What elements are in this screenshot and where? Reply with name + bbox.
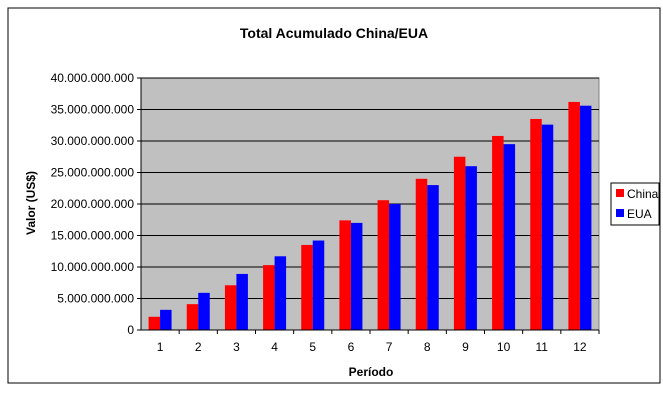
y-tick-label: 20.000.000.000	[51, 197, 135, 211]
bar-eua-12	[579, 105, 592, 330]
legend-label-china: China	[627, 187, 659, 201]
y-tick-label: 40.000.000.000	[51, 71, 135, 85]
bar-eua-2	[198, 292, 210, 330]
bar-china-9	[453, 156, 466, 330]
x-tick-label: 12	[573, 340, 587, 354]
bar-china-2	[186, 304, 199, 330]
x-axis: 1 2 3 4 5 6 7 8 9 10 11 12	[141, 329, 600, 354]
y-tick-label: 30.000.000.000	[51, 134, 135, 148]
x-tick-label: 9	[462, 340, 469, 354]
y-tick-label: 5.000.000.000	[57, 292, 134, 306]
x-tick-label: 4	[271, 340, 278, 354]
y-axis: 0 5.000.000.000 10.000.000.000 15.000.000.0…	[51, 71, 142, 337]
x-tick-label: 7	[386, 340, 393, 354]
bar-eua-4	[274, 256, 287, 330]
bar-china-8	[415, 178, 428, 330]
x-tick-label: 2	[195, 340, 202, 354]
y-tick-label: 15.000.000.000	[51, 229, 135, 243]
bar-eua-10	[503, 144, 516, 330]
bar-china-4	[263, 265, 275, 330]
x-tick-label: 1	[157, 340, 164, 354]
x-tick-label: 6	[348, 340, 355, 354]
bar-eua-11	[541, 124, 554, 331]
y-tick-label: 10.000.000.000	[51, 260, 135, 274]
y-tick-label: 0	[127, 323, 134, 337]
bar-eua-6	[350, 222, 363, 330]
gridlines	[141, 77, 599, 299]
y-axis-label: Valor (US$)	[24, 171, 38, 235]
bar-eua-8	[427, 185, 439, 330]
bar-china-10	[492, 135, 504, 330]
chart-title: Total Acumulado China/EUA	[240, 25, 428, 41]
bar-china-12	[568, 101, 580, 330]
bar-china-3	[224, 285, 237, 330]
bar-eua-9	[465, 166, 477, 330]
y-tick-label: 35.000.000.000	[51, 103, 135, 117]
bar-china-1	[148, 316, 161, 330]
y-tick-label: 25.000.000.000	[51, 166, 135, 180]
legend-label-eua: EUA	[627, 207, 652, 221]
x-tick-label: 11	[536, 340, 549, 354]
bar-eua-1	[160, 309, 172, 330]
bar-china-5	[301, 244, 313, 330]
x-tick-label: 8	[424, 340, 431, 354]
legend-box	[610, 182, 660, 226]
bar-eua-3	[236, 273, 248, 330]
bar-china-7	[377, 200, 390, 330]
x-axis-label: Período	[349, 365, 394, 379]
bars	[148, 101, 592, 331]
bar-china-6	[339, 220, 351, 330]
x-tick-label: 5	[309, 340, 316, 354]
legend-swatch-eua	[616, 209, 624, 217]
legend: China EUA	[610, 182, 660, 226]
legend-swatch-china	[616, 189, 624, 197]
x-tick-label: 3	[233, 340, 240, 354]
bar-eua-5	[312, 240, 325, 330]
bar-china-11	[530, 118, 542, 330]
x-tick-label: 10	[497, 340, 511, 354]
bar-eua-7	[389, 204, 401, 330]
